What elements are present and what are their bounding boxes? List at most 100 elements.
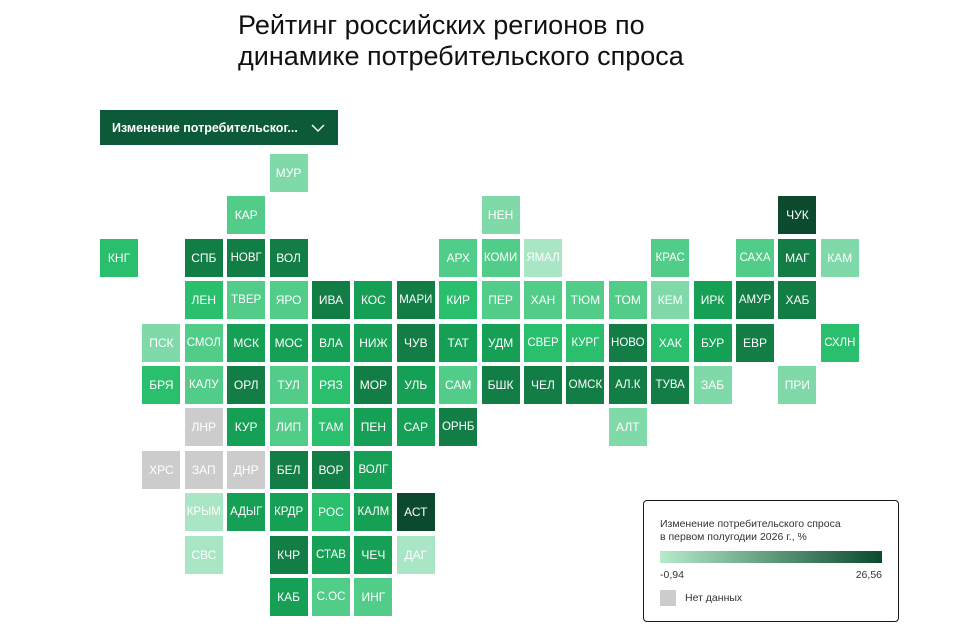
region-tile[interactable]: СПБ xyxy=(184,238,223,277)
region-tile[interactable]: МОС xyxy=(269,323,308,362)
metric-dropdown-label: Изменение потребительског... xyxy=(112,120,298,135)
region-tile[interactable]: КОС xyxy=(354,281,393,320)
region-tile[interactable]: ПЕН xyxy=(354,408,393,447)
region-tile[interactable]: ЯРО xyxy=(269,281,308,320)
region-tile[interactable]: НИЖ xyxy=(354,323,393,362)
region-tile[interactable]: ЗАБ xyxy=(693,366,732,404)
region-tile[interactable]: АМУР xyxy=(736,281,774,320)
region-tile[interactable]: КАМ xyxy=(820,238,859,277)
region-tile[interactable]: ИНГ xyxy=(354,578,393,616)
region-tile[interactable]: САМ xyxy=(439,366,478,404)
region-tile[interactable]: КРАС xyxy=(651,238,690,277)
region-tile[interactable]: СВС xyxy=(184,535,223,574)
region-tile[interactable]: ЧУВ xyxy=(396,323,435,362)
region-tile[interactable]: ЯМАЛ xyxy=(524,238,562,277)
region-tile[interactable]: КУР xyxy=(227,408,266,447)
region-tile[interactable]: КАЛУ xyxy=(184,366,223,404)
region-tile[interactable]: САХА xyxy=(736,238,774,277)
region-tile[interactable]: НОВО xyxy=(608,323,647,362)
region-tile[interactable]: МСК xyxy=(227,323,266,362)
region-tile[interactable]: КАБ xyxy=(269,578,308,616)
region-tile[interactable]: ИРК xyxy=(693,281,732,320)
region-tile[interactable]: КИР xyxy=(439,281,478,320)
region-tile[interactable]: МУР xyxy=(269,154,308,192)
region-tile[interactable]: КЕМ xyxy=(651,281,690,320)
region-tile[interactable]: КОМИ xyxy=(481,238,520,277)
region-tile[interactable]: ВОР xyxy=(312,450,350,489)
region-tile[interactable]: ЛЕН xyxy=(184,281,223,320)
region-tile[interactable]: КРЫМ xyxy=(184,493,223,532)
region-tile[interactable]: АЛТ xyxy=(608,408,647,447)
region-tile[interactable]: ТАТ xyxy=(439,323,478,362)
legend-title-line-1: Изменение потребительского спроса xyxy=(660,518,841,530)
region-tile[interactable]: СТАВ xyxy=(312,535,350,574)
region-tile[interactable]: РЯЗ xyxy=(312,366,350,404)
region-tile[interactable]: СВЕР xyxy=(524,323,562,362)
region-tile[interactable]: ХРС xyxy=(142,450,181,489)
region-tile[interactable]: КАЛМ xyxy=(354,493,393,532)
legend-title: Изменение потребительского спроса в перв… xyxy=(660,518,841,544)
region-tile[interactable]: ВЛА xyxy=(312,323,350,362)
region-tile[interactable]: АДЫГ xyxy=(227,493,266,532)
region-tile[interactable]: КУРГ xyxy=(566,323,605,362)
legend-title-line-2: в первом полугодии 2026 г., % xyxy=(660,531,807,543)
region-tile[interactable]: ЕВР xyxy=(736,323,774,362)
region-tile[interactable]: САР xyxy=(396,408,435,447)
region-tile[interactable]: АРХ xyxy=(439,238,478,277)
region-tile[interactable]: БШК xyxy=(481,366,520,404)
region-tile[interactable]: БУР xyxy=(693,323,732,362)
region-tile[interactable]: УДМ xyxy=(481,323,520,362)
region-tile[interactable]: ПЕР xyxy=(481,281,520,320)
region-tile[interactable]: ЧЕЧ xyxy=(354,535,393,574)
region-tile[interactable]: ХАК xyxy=(651,323,690,362)
region-tile[interactable]: ТОМ xyxy=(608,281,647,320)
region-tile[interactable]: ВОЛГ xyxy=(354,450,393,489)
region-tile[interactable]: СХЛН xyxy=(820,323,859,362)
region-tile[interactable]: ТУВА xyxy=(651,366,690,404)
region-tile[interactable]: ПРИ xyxy=(778,366,817,404)
region-tile[interactable]: КАР xyxy=(227,196,266,235)
region-tile[interactable]: МАГ xyxy=(778,238,817,277)
region-tile[interactable]: ДАГ xyxy=(396,535,435,574)
region-tile[interactable]: КЧР xyxy=(269,535,308,574)
region-tile[interactable]: УЛЬ xyxy=(396,366,435,404)
region-tile[interactable]: ПСК xyxy=(142,323,181,362)
region-tile[interactable]: ТВЕР xyxy=(227,281,266,320)
region-tile[interactable]: БЕЛ xyxy=(269,450,308,489)
region-tile[interactable]: ЧЕЛ xyxy=(524,366,562,404)
metric-dropdown[interactable]: Изменение потребительског... xyxy=(100,110,338,145)
region-tile[interactable]: ТАМ xyxy=(312,408,350,447)
region-tile[interactable]: ТУЛ xyxy=(269,366,308,404)
region-tile[interactable]: НОВГ xyxy=(227,238,266,277)
region-tile[interactable]: КРДР xyxy=(269,493,308,532)
region-tile[interactable]: ОРЛ xyxy=(227,366,266,404)
region-tile[interactable]: КНГ xyxy=(100,238,138,277)
region-tile[interactable]: АЛ.К xyxy=(608,366,647,404)
region-tile[interactable]: ЛНР xyxy=(184,408,223,447)
legend-no-data-swatch xyxy=(660,590,676,606)
region-tile[interactable]: ОМСК xyxy=(566,366,605,404)
region-tile[interactable]: ИВА xyxy=(312,281,350,320)
region-tile[interactable]: ВОЛ xyxy=(269,238,308,277)
region-tile[interactable]: ЧУК xyxy=(778,196,817,235)
title-line-1: Рейтинг российских регионов по xyxy=(238,10,645,40)
region-tile[interactable]: ДНР xyxy=(227,450,266,489)
region-tile[interactable]: С.ОС xyxy=(312,578,350,616)
region-tile[interactable]: МАРИ xyxy=(396,281,435,320)
region-tile[interactable]: ЛИП xyxy=(269,408,308,447)
region-tile[interactable]: ХАБ xyxy=(778,281,817,320)
legend-no-data-label: Нет данных xyxy=(685,592,743,604)
region-tile[interactable]: ЗАП xyxy=(184,450,223,489)
region-tile[interactable]: СМОЛ xyxy=(184,323,223,362)
region-tile[interactable]: ТЮМ xyxy=(566,281,605,320)
region-tile[interactable]: БРЯ xyxy=(142,366,181,404)
region-tile[interactable]: РОС xyxy=(312,493,350,532)
region-tile[interactable]: МОР xyxy=(354,366,393,404)
region-tile[interactable]: ХАН xyxy=(524,281,562,320)
legend-gradient-bar xyxy=(660,551,882,563)
region-tile[interactable]: ОРНБ xyxy=(439,408,478,447)
region-tile[interactable]: НЕН xyxy=(481,196,520,235)
region-tile[interactable]: АСТ xyxy=(396,493,435,532)
legend: Изменение потребительского спроса в перв… xyxy=(643,500,899,622)
